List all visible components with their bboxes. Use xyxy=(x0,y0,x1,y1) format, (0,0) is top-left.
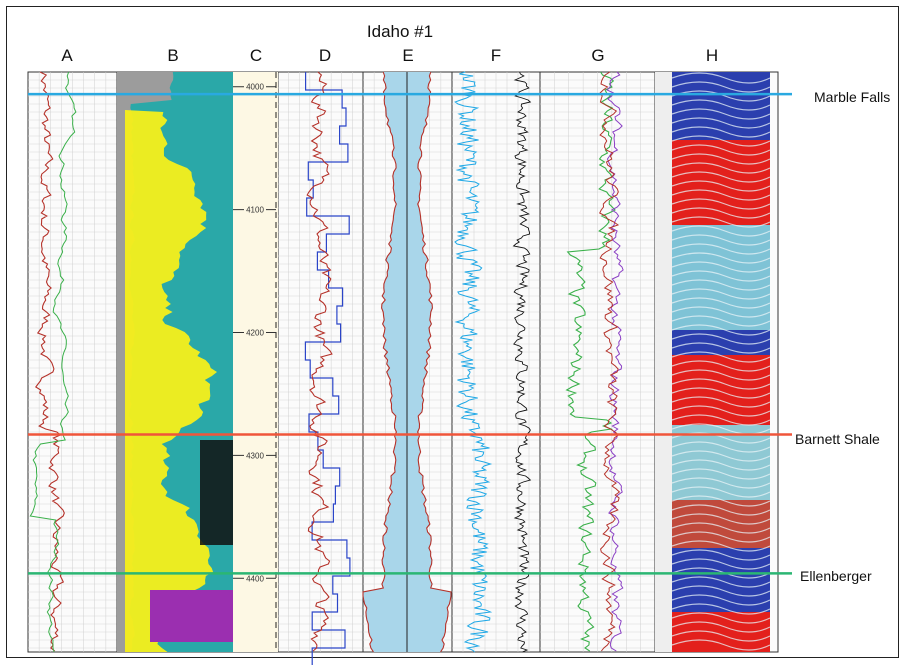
track-e-curve-right xyxy=(416,71,452,653)
track-h-wiggle xyxy=(671,387,771,399)
track-h-wiggle xyxy=(671,99,771,111)
track-h-wiggle xyxy=(671,639,771,651)
track-h-wiggle xyxy=(671,135,771,147)
track-h-wiggle xyxy=(671,513,771,525)
track-h-wiggle xyxy=(671,315,771,327)
track-g-curve-red xyxy=(599,71,621,652)
track-h-wiggle xyxy=(671,549,771,561)
track-h-wiggle xyxy=(671,90,771,102)
track-c-depth-band xyxy=(233,72,278,652)
track-label-f: F xyxy=(490,46,502,65)
track-h-wiggle xyxy=(671,306,771,318)
track-h-wiggle xyxy=(671,288,771,300)
track-h-wiggle xyxy=(671,171,771,183)
track-h-wiggle xyxy=(671,252,771,264)
track-f-curve-black xyxy=(512,71,532,653)
track-h-wiggle xyxy=(671,441,771,453)
track-h-wiggle xyxy=(671,81,771,93)
track-h-wiggle xyxy=(671,558,771,570)
track-label-b: B xyxy=(167,46,179,65)
track-h-wiggle xyxy=(671,531,771,543)
track-h-wiggle xyxy=(671,234,771,246)
track-h-wiggle xyxy=(671,594,771,606)
formation-label-marble-falls: Marble Falls xyxy=(814,89,891,105)
track-h-wiggle xyxy=(671,342,771,354)
track-b-lithology-purple xyxy=(150,590,233,642)
track-label-g: G xyxy=(591,46,605,65)
track-h-band xyxy=(672,225,770,330)
track-h-wiggle xyxy=(671,423,771,435)
track-label-h: H xyxy=(705,46,719,65)
track-h-margin xyxy=(655,72,672,652)
track-h-wiggle xyxy=(671,333,771,345)
track-h-wiggle xyxy=(671,279,771,291)
track-label-e: E xyxy=(402,46,414,65)
depth-tick-label: 4300 xyxy=(246,451,264,460)
track-h-wiggle xyxy=(671,621,771,633)
track-h-wiggle xyxy=(671,495,771,507)
track-h-band xyxy=(672,330,770,355)
track-label-a: A xyxy=(61,46,73,65)
track-h-wiggle xyxy=(671,405,771,417)
track-h-wiggle xyxy=(671,270,771,282)
depth-tick-label: 4000 xyxy=(246,83,264,92)
track-b-lithology-black xyxy=(200,440,233,545)
track-h-wiggle xyxy=(671,486,771,498)
track-h-wiggle xyxy=(671,369,771,381)
track-h-wiggle xyxy=(671,360,771,372)
track-h-wiggle xyxy=(671,144,771,156)
track-a-curve-green xyxy=(29,71,77,653)
track-h-wiggle xyxy=(671,585,771,597)
track-h-wiggle xyxy=(671,324,771,336)
track-b-lithology-yellow xyxy=(125,110,217,652)
formation-label-barnett-shale: Barnett Shale xyxy=(795,431,880,447)
track-label-d: D xyxy=(318,46,332,65)
track-h-wiggle xyxy=(671,108,771,120)
track-h-wiggle xyxy=(671,603,771,615)
track-h-wiggle xyxy=(671,153,771,165)
track-d-curve-blue xyxy=(304,72,351,665)
track-h-wiggle xyxy=(671,162,771,174)
well-title: Idaho #1 xyxy=(366,22,434,41)
track-h-wiggle xyxy=(671,225,771,237)
track-label-c: C xyxy=(249,46,263,65)
formation-label-ellenberger: Ellenberger xyxy=(800,568,872,584)
track-h-wiggle xyxy=(671,351,771,363)
track-h-wiggle xyxy=(671,216,771,228)
track-h-wiggle xyxy=(671,297,771,309)
depth-tick-label: 4400 xyxy=(246,574,264,583)
depth-tick-label: 4200 xyxy=(246,329,264,338)
track-h-wiggle xyxy=(671,378,771,390)
track-h-wiggle xyxy=(671,459,771,471)
track-h-wiggle xyxy=(671,450,771,462)
track-h-wiggle xyxy=(671,198,771,210)
track-h-wiggle xyxy=(671,612,771,624)
track-h-wiggle xyxy=(671,207,771,219)
track-h-wiggle xyxy=(671,72,771,84)
track-h-wiggle xyxy=(671,504,771,516)
track-h-wiggle xyxy=(671,261,771,273)
track-d-curve-red xyxy=(306,71,333,652)
track-h-wiggle xyxy=(671,576,771,588)
track-h-wiggle xyxy=(671,117,771,129)
track-f-curve-cyan xyxy=(454,71,493,653)
track-h-wiggle xyxy=(671,522,771,534)
track-h-band xyxy=(672,355,770,425)
track-h-wiggle xyxy=(671,477,771,489)
track-h-wiggle xyxy=(671,189,771,201)
track-h-wiggle xyxy=(671,468,771,480)
track-h-wiggle xyxy=(671,396,771,408)
track-g-curve-green xyxy=(565,71,616,652)
track-h-wiggle xyxy=(671,243,771,255)
track-h-wiggle xyxy=(671,126,771,138)
depth-tick-label: 4100 xyxy=(246,206,264,215)
track-e-curve-left xyxy=(362,71,398,653)
track-h-wiggle xyxy=(671,414,771,426)
track-h-wiggle xyxy=(671,630,771,642)
track-h-wiggle xyxy=(671,540,771,552)
track-h-wiggle xyxy=(671,180,771,192)
